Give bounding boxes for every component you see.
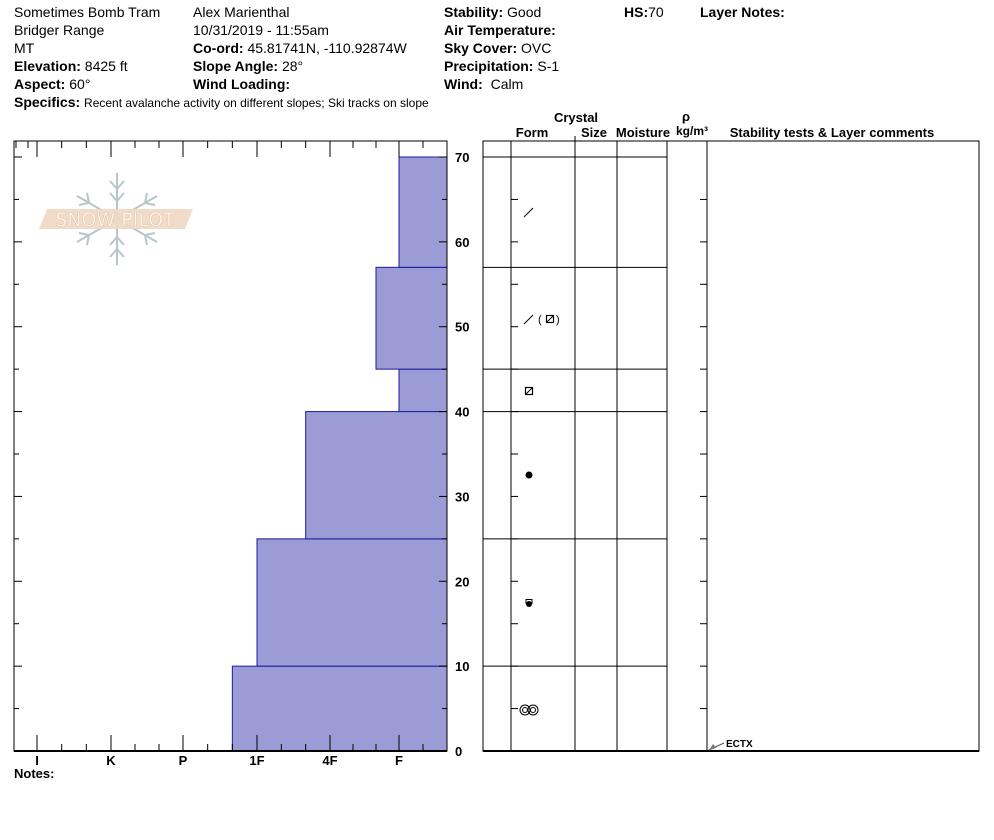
test-arrowhead-icon [709,744,716,750]
form-header: Form [516,125,549,140]
hardness-label: K [106,753,116,768]
comments-header: Stability tests & Layer comments [730,125,934,140]
square [524,386,534,396]
coordinates: Co-ord: 45.81741N, -110.92874W [193,40,408,56]
dot [526,601,532,607]
snowpilot-logo: SNOW PILOT [39,173,193,265]
y-tick-label: 50 [455,320,469,335]
specifics: Specifics: Recent avalanche activity on … [14,94,429,110]
stability: Stability: Good [444,4,541,20]
range: Bridger Range [14,22,104,38]
location: Sometimes Bomb Tram [14,4,160,20]
size-header: Size [581,125,607,140]
hardness-label: 1F [249,753,264,768]
air-temperature: Air Temperature: [444,22,556,38]
precipitation: Precipitation: S-1 [444,58,559,74]
hardness-label: F [395,753,403,768]
crystal-form-df-icon [523,207,534,218]
crystal-form-mfcr-icon [519,704,539,716]
crystal-form-rgxf-icon [525,599,533,607]
y-tick-label: 0 [455,744,462,759]
snow-height: HS:70 [624,4,664,20]
density-unit: kg/m³ [676,124,708,138]
paren: ) [556,314,560,326]
dot [525,471,533,479]
wind-loading: Wind Loading: [193,76,290,92]
ring [527,704,539,716]
observer: Alex Marienthal [193,4,290,20]
moisture-header: Moisture [616,125,670,140]
hardness-bar-4 [375,266,448,370]
hardness-bar-2 [305,411,448,540]
state: MT [14,40,35,56]
crystal-header: Crystal [554,110,598,125]
ring-inner [522,707,528,713]
notes-label: Notes: [14,766,54,781]
y-tick-label: 70 [455,150,469,165]
hardness-label: P [179,753,188,768]
crystal-form-rg-icon [525,471,533,479]
hardness-chart: 0 10 20 30 40 50 60 70 I K P 1F 4F F [13,140,469,768]
crystal-form-dffcxr-icon: () [523,314,560,326]
y-tick-label: 40 [455,405,469,420]
datetime: 10/31/2019 - 11:55am [193,22,329,38]
y-tick-label: 10 [455,659,469,674]
hardness-label: I [35,753,39,768]
hardness-bar-5 [398,156,448,268]
slope-angle: Slope Angle: 28° [193,58,303,74]
y-tick-label: 30 [455,489,469,504]
table-frame [482,140,980,752]
y-tick-label: 20 [455,574,469,589]
ring-inner [530,707,536,713]
slash [523,207,534,218]
slash [523,314,534,325]
slash [546,315,554,323]
logo-text: SNOW PILOT [55,209,175,231]
density-symbol: ρ [682,109,690,124]
aspect: Aspect: 60° [14,76,90,92]
paren: ( [538,314,542,326]
elevation: Elevation: 8425 ft [14,58,128,74]
layer-notes-label: Layer Notes: [700,4,785,20]
hardness-bar-0 [231,665,448,752]
hardness-bar-3 [398,368,448,413]
y-tick-label: 60 [455,235,469,250]
square [545,314,555,324]
logo-banner [39,209,193,229]
wind: Wind: Calm [444,76,523,92]
slash [525,387,533,395]
hardness-label: 4F [322,753,337,768]
hardness-bar-1 [256,538,448,667]
layer-table: () ECTX [482,136,980,752]
crystal-form-fcxr-icon [524,386,534,396]
stability-test-label: ECTX [726,739,753,750]
sky-cover: Sky Cover: OVC [444,40,551,56]
